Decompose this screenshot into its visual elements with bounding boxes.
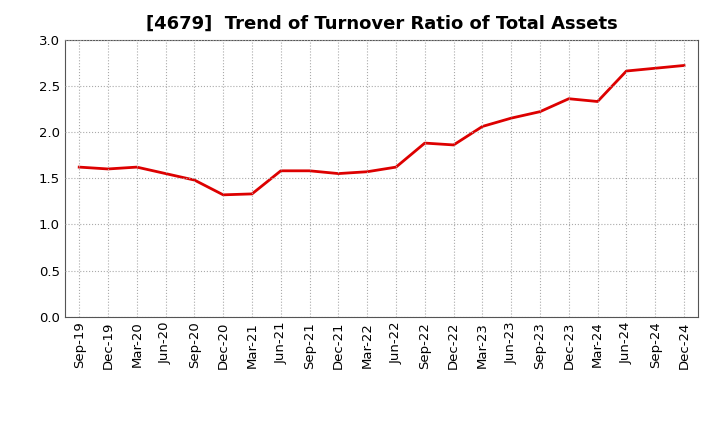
Title: [4679]  Trend of Turnover Ratio of Total Assets: [4679] Trend of Turnover Ratio of Total …: [145, 15, 618, 33]
